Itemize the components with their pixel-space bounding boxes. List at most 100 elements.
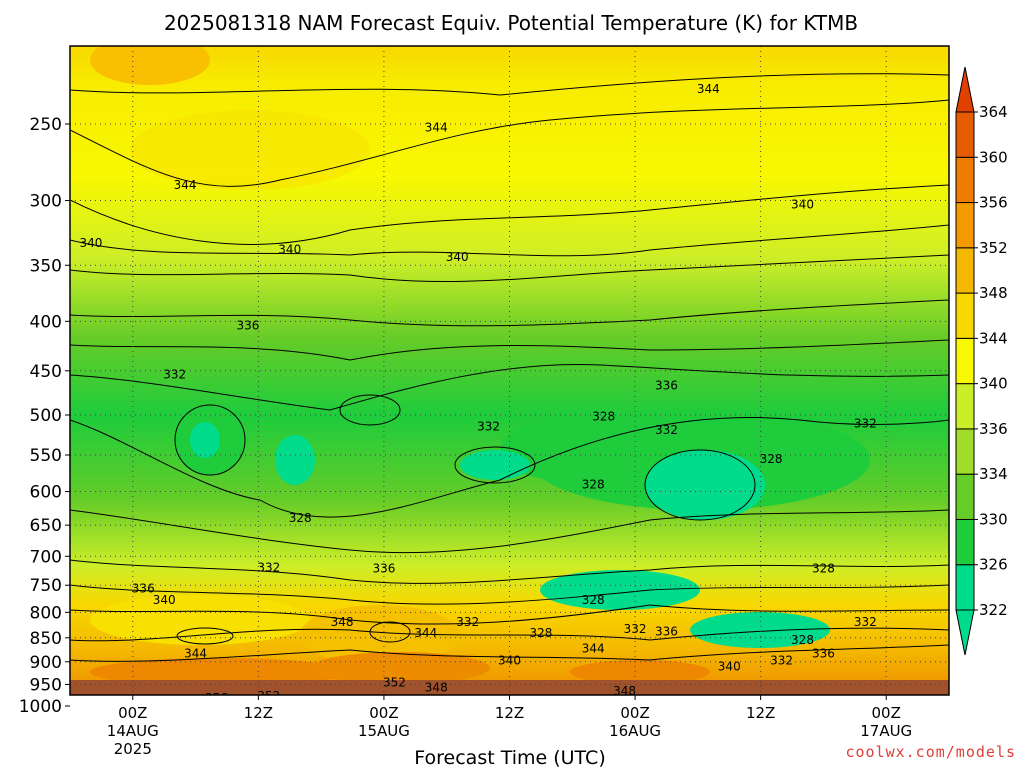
colorbar-label: 326 bbox=[979, 556, 1008, 574]
x-tick-label: 00Z bbox=[369, 704, 398, 722]
contour-label: 332 bbox=[624, 622, 647, 636]
contour-ring bbox=[174, 404, 246, 476]
contour-line bbox=[70, 184, 949, 245]
colorbar-label: 352 bbox=[979, 239, 1008, 257]
field-blobs bbox=[90, 46, 870, 686]
y-tick-label: 950 bbox=[30, 675, 62, 695]
warm-low-blob-center bbox=[300, 605, 460, 665]
y-tick-label: 1000 bbox=[19, 697, 62, 717]
colorbar-triangle-high bbox=[955, 66, 975, 113]
colorbar-label: 340 bbox=[979, 375, 1008, 393]
y-tick-label: 650 bbox=[30, 516, 62, 536]
colorbar: 322 326 330 334 336 340 344 348 352 356 360 364 bbox=[955, 66, 1008, 656]
colorbar-label: 344 bbox=[979, 329, 1008, 347]
hot-sfc-blob-west bbox=[90, 658, 350, 686]
contour-label: 332 bbox=[655, 423, 678, 437]
y-tick-label: 500 bbox=[30, 406, 62, 426]
colorbar-label: 356 bbox=[979, 194, 1008, 212]
contour-line bbox=[70, 604, 949, 625]
contour-line bbox=[70, 559, 949, 584]
contour-label: 328 bbox=[812, 562, 835, 576]
contour-label: 332 bbox=[854, 416, 877, 430]
colorbar-label: 334 bbox=[979, 465, 1008, 483]
colorbar-band bbox=[955, 473, 975, 520]
y-tick-label: 250 bbox=[30, 115, 62, 135]
contour-ring bbox=[369, 621, 411, 643]
contour-label: 332 bbox=[163, 367, 186, 381]
contour-label: 332 bbox=[770, 653, 793, 667]
colorbar-band bbox=[955, 564, 975, 611]
contour-labels: 344 344 344 340 340 340 340 336 332 336 332 328 332 3… bbox=[79, 82, 877, 698]
contour-line bbox=[70, 584, 949, 605]
y-tick-label: 600 bbox=[30, 483, 62, 503]
contour-line bbox=[70, 627, 949, 642]
colorbar-band bbox=[955, 428, 975, 475]
contour-label: 328 bbox=[760, 452, 783, 466]
colorbar-label: 330 bbox=[979, 510, 1008, 528]
contour-label: 340 bbox=[718, 659, 741, 673]
contour-line bbox=[70, 417, 949, 518]
y-tick-label: 850 bbox=[30, 629, 62, 649]
contour-label: 328 bbox=[791, 633, 814, 647]
y-tick-label: 400 bbox=[30, 312, 62, 332]
x-tick-label: 12Z bbox=[244, 704, 273, 722]
colorbar-label: 360 bbox=[979, 148, 1008, 166]
contour-label: 344 bbox=[425, 120, 448, 134]
y-tick-label: 750 bbox=[30, 576, 62, 596]
x-tick-label: 12Z bbox=[746, 704, 775, 722]
contour-label: 348 bbox=[331, 615, 354, 629]
colorbar-label: 348 bbox=[979, 284, 1008, 302]
y-tick-label: 700 bbox=[30, 547, 62, 567]
x-axis-label: Forecast Time (UTC) bbox=[414, 747, 605, 768]
contour-line bbox=[70, 99, 949, 187]
contour-label: 328 bbox=[592, 410, 615, 424]
contour-label: 332 bbox=[257, 561, 280, 575]
colorbar-band bbox=[955, 247, 975, 294]
contour-label: 332 bbox=[456, 615, 479, 629]
contour-label: 352 bbox=[383, 675, 406, 689]
colorbar-band bbox=[955, 518, 975, 566]
y-tick-label: 300 bbox=[30, 192, 62, 212]
contour-label: 344 bbox=[414, 626, 437, 640]
x-tick-year: 2025 bbox=[114, 740, 152, 758]
colorbar-band bbox=[955, 156, 975, 204]
contour-label: 340 bbox=[791, 198, 814, 212]
colorbar-band bbox=[955, 111, 975, 158]
y-tick-label: 450 bbox=[30, 362, 62, 382]
hot-sfc-blob-east bbox=[570, 660, 710, 684]
warm-aloft-blob-2 bbox=[130, 110, 370, 190]
contour-label: 332 bbox=[477, 420, 500, 434]
colorbar-label: 336 bbox=[979, 420, 1008, 438]
y-tick-label: 800 bbox=[30, 603, 62, 623]
contour-label: 340 bbox=[498, 653, 521, 667]
colorbar-band bbox=[955, 292, 975, 339]
warm-aloft-blob bbox=[90, 46, 210, 85]
contour-line bbox=[70, 363, 949, 411]
contour-label: 344 bbox=[582, 641, 605, 655]
x-tick-date: 16AUG bbox=[609, 722, 661, 740]
contour-line bbox=[70, 299, 949, 327]
plot-area: 344 344 344 340 340 340 340 336 332 336 332 328 332 3… bbox=[70, 46, 949, 698]
contour-label: 340 bbox=[446, 250, 469, 264]
y-tick-label: 900 bbox=[30, 653, 62, 673]
contour-label: 348 bbox=[613, 684, 636, 698]
min-blob-center bbox=[460, 450, 530, 480]
colorbar-label: 364 bbox=[979, 103, 1008, 121]
contour-label: 332 bbox=[854, 615, 877, 629]
low-moist-blob bbox=[540, 570, 700, 610]
contour-label: 328 bbox=[582, 477, 605, 491]
contour-label: 336 bbox=[812, 646, 835, 660]
chart-title: 2025081318 NAM Forecast Equiv. Potential… bbox=[164, 11, 858, 35]
contour-ring bbox=[644, 449, 756, 521]
x-tick-date: 17AUG bbox=[860, 722, 912, 740]
low-moist-blob-2 bbox=[690, 612, 830, 648]
warm-low-blob-west bbox=[90, 595, 310, 645]
contour-label: 348 bbox=[425, 681, 448, 695]
contour-label: 336 bbox=[655, 378, 678, 392]
contour-label: 336 bbox=[372, 562, 395, 576]
min-blob-east bbox=[645, 450, 765, 520]
x-tick-label: 00Z bbox=[118, 704, 147, 722]
contour-label: 336 bbox=[655, 624, 678, 638]
contour-label: 340 bbox=[153, 593, 176, 607]
